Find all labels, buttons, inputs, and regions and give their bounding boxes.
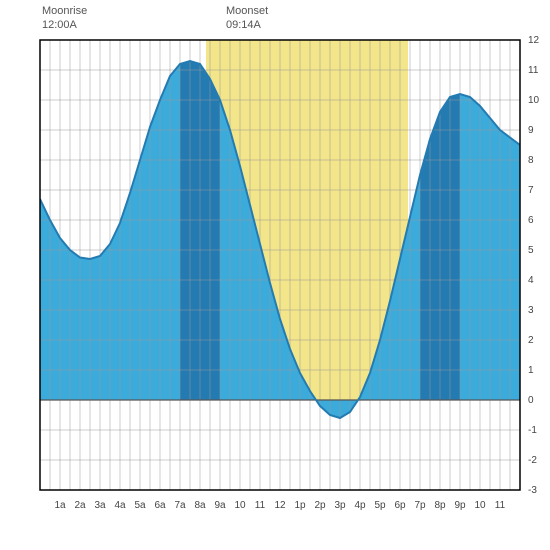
header-value: 12:00A — [42, 19, 78, 31]
x-tick-label: 7a — [174, 500, 186, 511]
y-tick-label: 6 — [528, 215, 534, 226]
x-tick-label: 5p — [374, 500, 386, 511]
x-tick-label: 10 — [234, 500, 246, 511]
y-tick-label: 2 — [528, 335, 534, 346]
y-tick-label: 5 — [528, 245, 534, 256]
x-tick-label: 4p — [354, 500, 366, 511]
x-tick-label: 2p — [314, 500, 326, 511]
x-tick-label: 1a — [54, 500, 66, 511]
y-tick-label: 3 — [528, 305, 534, 316]
y-tick-label: 0 — [528, 395, 534, 406]
chart-svg: -3-2-101234567891011121a2a3a4a5a6a7a8a9a… — [0, 0, 550, 550]
y-tick-label: -3 — [528, 485, 537, 496]
x-tick-label: 7p — [414, 500, 426, 511]
y-tick-label: 4 — [528, 275, 534, 286]
y-tick-label: 9 — [528, 125, 534, 136]
header-title: Moonset — [226, 5, 268, 17]
x-tick-label: 8a — [194, 500, 206, 511]
x-tick-label: 10 — [474, 500, 486, 511]
header-title: Moonrise — [42, 5, 87, 17]
y-tick-label: 12 — [528, 35, 540, 46]
x-tick-label: 4a — [114, 500, 126, 511]
x-tick-label: 9p — [454, 500, 466, 511]
y-tick-label: 11 — [528, 65, 539, 76]
x-tick-label: 2a — [74, 500, 86, 511]
x-tick-label: 1p — [294, 500, 306, 511]
x-tick-label: 5a — [134, 500, 146, 511]
x-tick-label: 12 — [274, 500, 286, 511]
x-tick-label: 11 — [495, 500, 506, 511]
x-tick-label: 6a — [154, 500, 166, 511]
y-tick-label: -2 — [528, 455, 537, 466]
y-tick-label: -1 — [528, 425, 537, 436]
y-tick-label: 10 — [528, 95, 540, 106]
x-tick-label: 6p — [394, 500, 406, 511]
x-tick-label: 8p — [434, 500, 446, 511]
x-tick-label: 9a — [214, 500, 226, 511]
x-tick-label: 3a — [94, 500, 106, 511]
x-tick-label: 11 — [255, 500, 266, 511]
y-tick-label: 1 — [528, 365, 534, 376]
x-tick-label: 3p — [334, 500, 346, 511]
y-tick-label: 8 — [528, 155, 534, 166]
tide-chart: -3-2-101234567891011121a2a3a4a5a6a7a8a9a… — [0, 0, 550, 550]
header-value: 09:14A — [226, 19, 262, 31]
y-tick-label: 7 — [528, 185, 534, 196]
